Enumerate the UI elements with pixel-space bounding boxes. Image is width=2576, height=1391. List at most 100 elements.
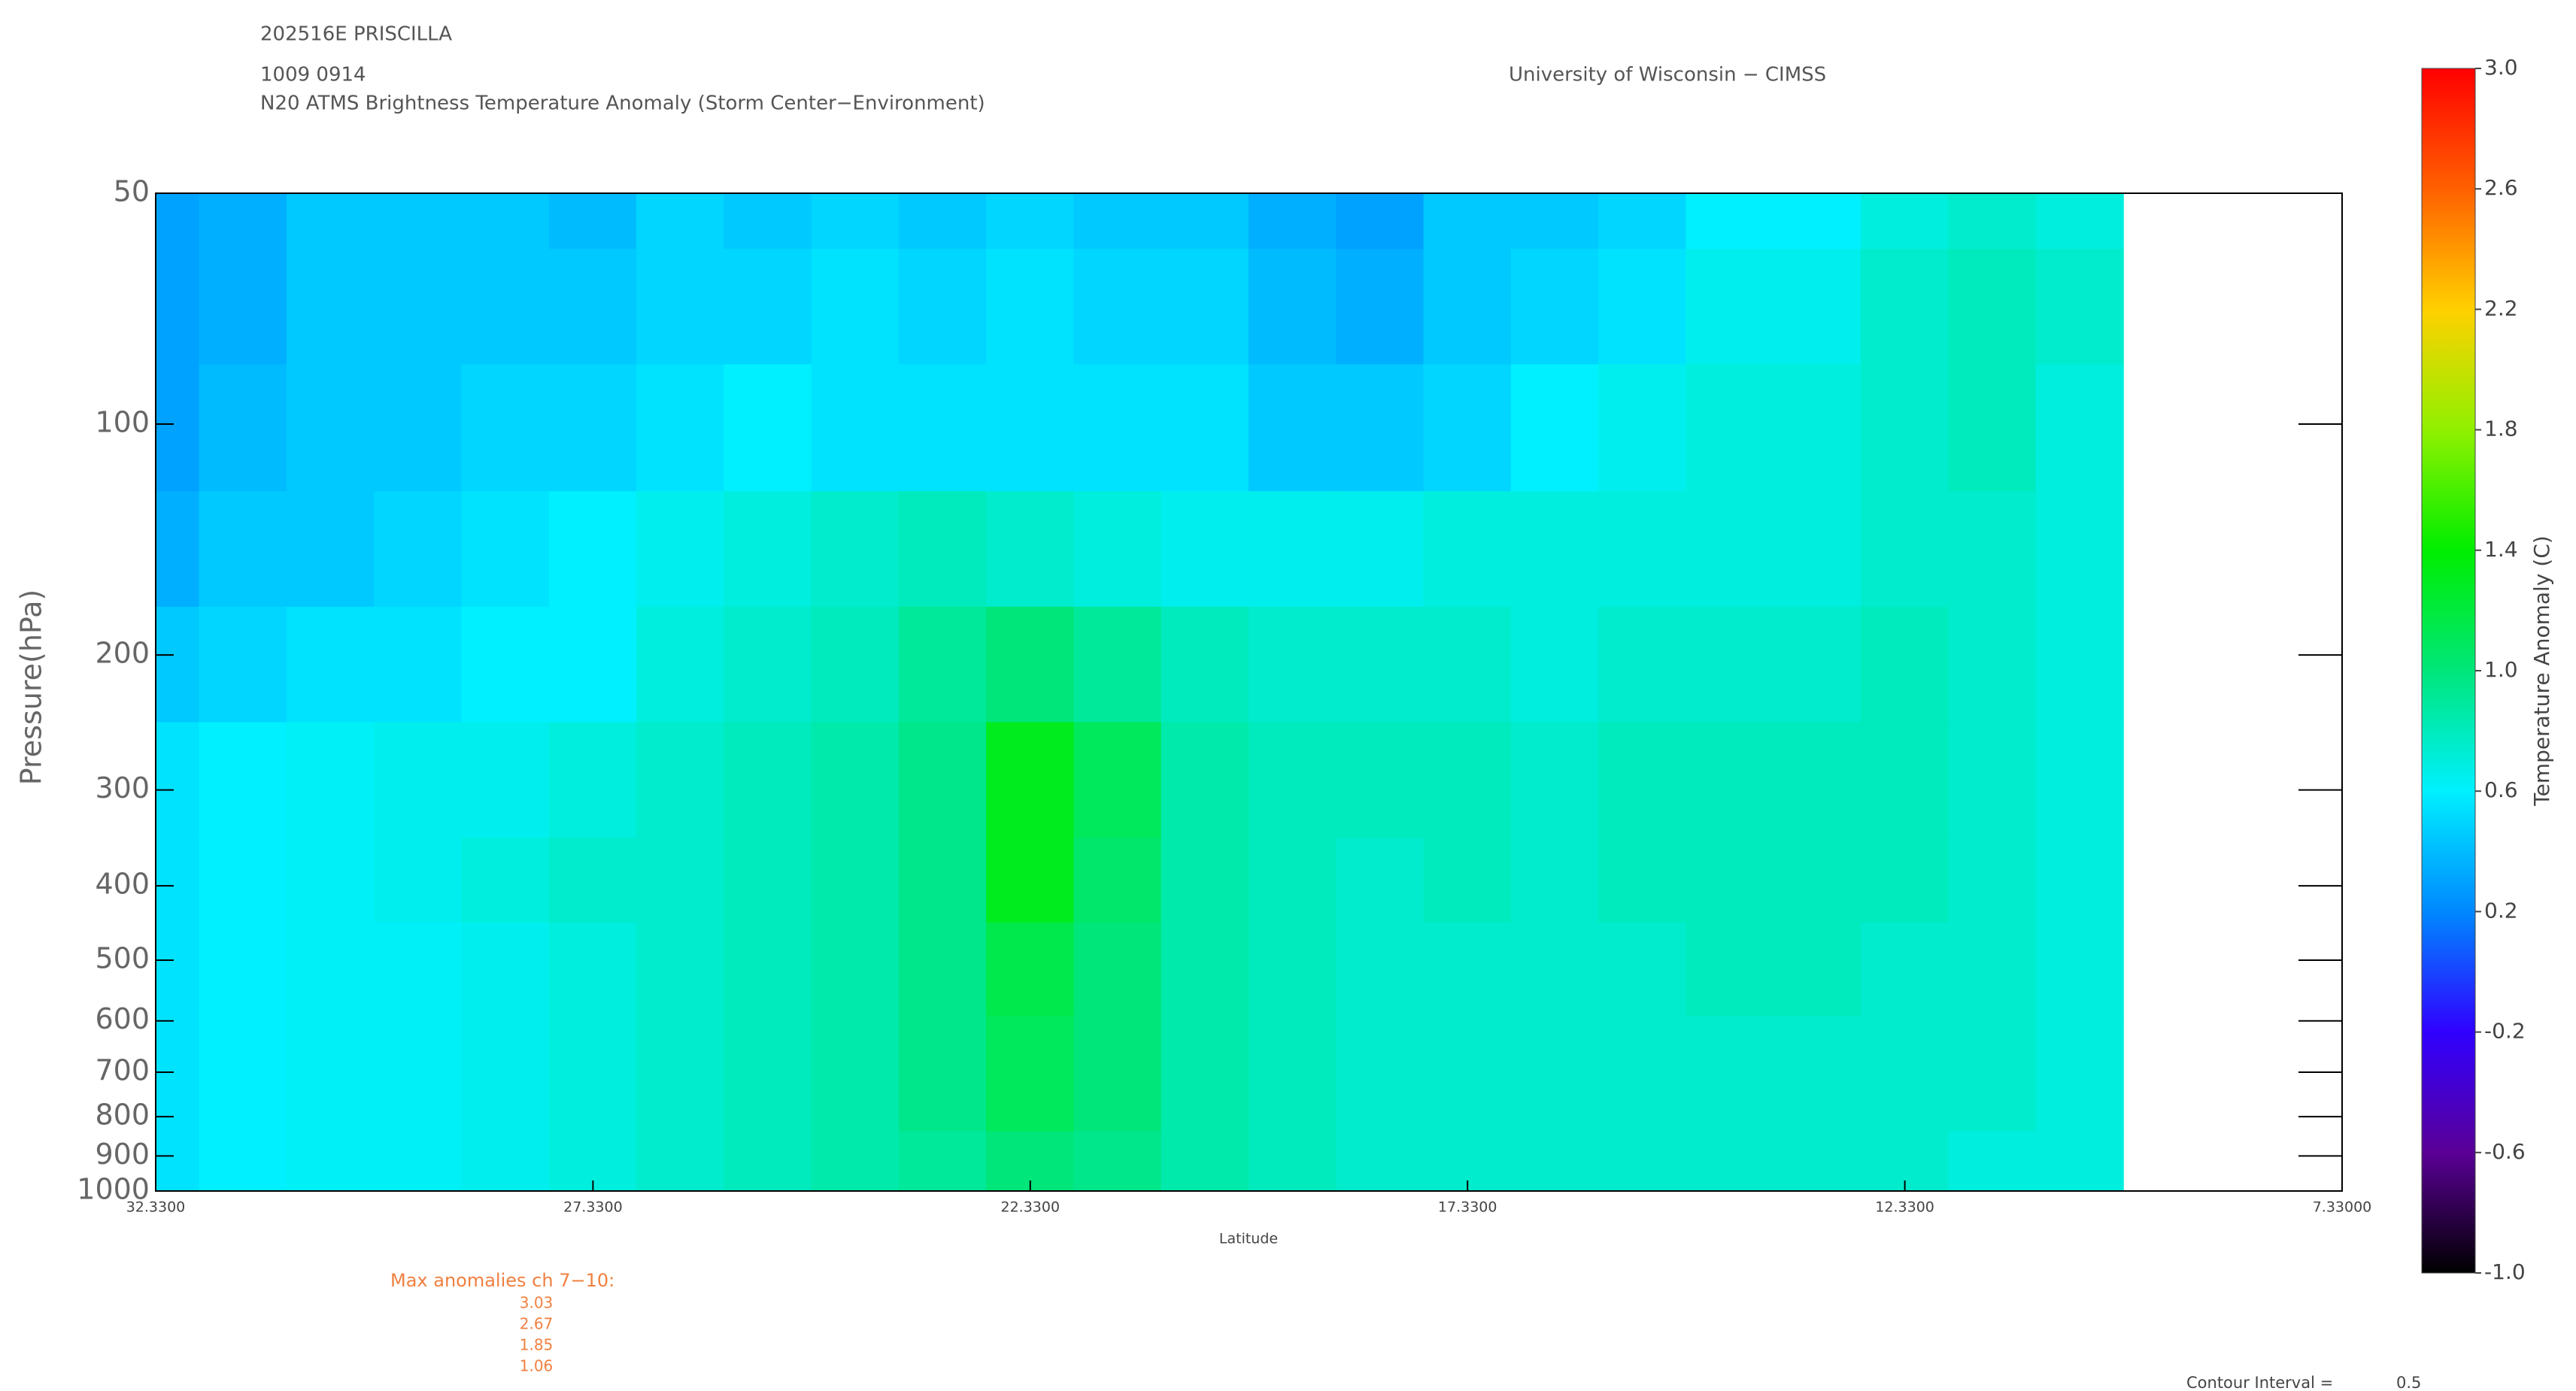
field-cell — [286, 249, 375, 365]
y-tick-label: 300 — [95, 771, 150, 805]
field-cell — [461, 193, 550, 250]
field-cell — [2035, 249, 2124, 365]
field-cell — [1336, 606, 1425, 723]
field-cell — [636, 837, 725, 924]
field-cell — [286, 1131, 375, 1191]
field-cell — [811, 1131, 900, 1191]
field-cell — [1249, 491, 1337, 608]
field-cell — [1948, 249, 2037, 365]
field-cell — [1773, 722, 1861, 838]
y-tick-label: 1000 — [77, 1173, 150, 1206]
field-cell — [286, 606, 375, 723]
field-cell — [1860, 491, 1949, 608]
field-cell — [461, 923, 550, 1017]
field-cell — [1948, 722, 2037, 838]
field-cell — [2035, 923, 2124, 1017]
colorbar-tick-label: 2.2 — [2484, 295, 2518, 320]
field-cell — [374, 837, 463, 924]
field-cell — [636, 606, 725, 723]
field-cell — [461, 1131, 550, 1191]
field-cell — [156, 249, 200, 365]
field-cell — [724, 606, 812, 723]
field-cell — [1773, 364, 1861, 492]
y-tick-label: 700 — [95, 1054, 150, 1087]
field-cell — [1249, 249, 1337, 365]
field-cell — [156, 491, 200, 608]
x-tick-label: 22.3300 — [1001, 1199, 1060, 1216]
field-cell — [898, 249, 988, 365]
field-cell — [811, 1015, 900, 1132]
field-cell — [1423, 722, 1512, 838]
y-tick-label: 600 — [95, 1002, 150, 1035]
field-cell — [1073, 722, 1162, 838]
field-cell — [1073, 1131, 1162, 1191]
field-cell — [724, 837, 812, 924]
field-cell — [1249, 606, 1337, 723]
field-cell — [374, 923, 463, 1017]
field-cell — [1948, 1131, 2037, 1191]
field-cell — [374, 606, 463, 723]
field-cell — [1685, 491, 1774, 608]
field-cell — [1073, 193, 1162, 250]
field-cell — [1773, 491, 1861, 608]
field-cell — [1598, 606, 1687, 723]
field-cell — [2035, 193, 2124, 250]
field-cell — [1161, 837, 1249, 924]
field-cell — [374, 249, 463, 365]
colorbar-tick-label: -0.2 — [2484, 1019, 2526, 1044]
field-cell — [1685, 364, 1774, 492]
field-cell — [1685, 606, 1774, 723]
field-cell — [986, 1015, 1075, 1132]
field-cell — [986, 923, 1075, 1017]
field-cell — [199, 249, 287, 365]
field-cell — [1773, 606, 1861, 723]
field-cell — [1161, 606, 1249, 723]
field-cell — [1336, 364, 1425, 492]
field-cell — [1249, 1131, 1337, 1191]
field-cell — [374, 1015, 463, 1132]
field-cell — [286, 193, 375, 250]
field-cell — [1860, 923, 1949, 1017]
field-cell — [724, 1131, 812, 1191]
field-cell — [1685, 249, 1774, 365]
x-tick-label: 12.3300 — [1875, 1199, 1934, 1216]
colorbar-title: Temperature Anomaly (C) — [2529, 535, 2554, 806]
field-cell — [898, 722, 988, 838]
field-cell — [286, 1015, 375, 1132]
contour-interval-label: Contour Interval = — [2186, 1374, 2333, 1391]
field-cell — [1685, 923, 1774, 1017]
field-cell — [199, 606, 287, 723]
field-cell — [461, 364, 550, 492]
field-cell — [986, 722, 1075, 838]
field-cell — [1948, 491, 2037, 608]
field-cell — [1773, 1015, 1861, 1132]
field-cell — [724, 722, 812, 838]
field-cell — [1073, 837, 1162, 924]
field-cell — [2035, 491, 2124, 608]
colorbar-tick-label: 1.4 — [2484, 537, 2518, 562]
field-cell — [1948, 837, 2037, 924]
field-cell — [286, 491, 375, 608]
field-cell — [1685, 1015, 1774, 1132]
field-cell — [2035, 722, 2124, 838]
colorbar-tick-label: -1.0 — [2484, 1259, 2526, 1284]
field-cell — [1423, 249, 1512, 365]
colorbar-tick-label: 1.0 — [2484, 657, 2518, 682]
chart-title: N20 ATMS Brightness Temperature Anomaly … — [260, 92, 985, 115]
field-cell — [1685, 193, 1774, 250]
field-cell — [636, 364, 725, 492]
field-cell — [1510, 837, 1600, 924]
datetime: 1009 0914 — [260, 64, 366, 86]
field-cell — [548, 1015, 638, 1132]
field — [156, 193, 2124, 1191]
field-cell — [986, 249, 1075, 365]
field-cell — [1161, 1131, 1249, 1191]
field-cell — [199, 193, 287, 250]
field-cell — [1860, 606, 1949, 723]
field-cell — [1510, 364, 1600, 492]
field-cell — [1336, 1131, 1425, 1191]
field-cell — [374, 491, 463, 608]
y-tick-label: 900 — [95, 1138, 150, 1171]
